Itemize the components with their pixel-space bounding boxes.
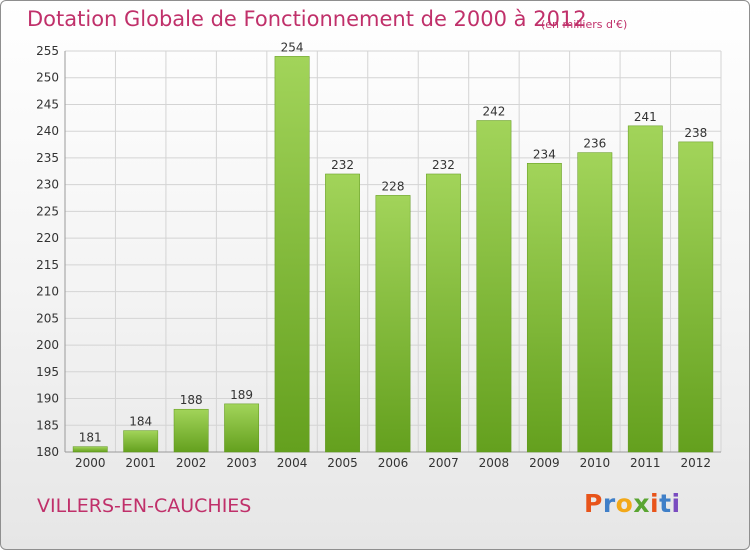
logo-letter: x [633, 489, 650, 518]
bar-2008 [476, 120, 512, 453]
y-tick-label: 225 [36, 204, 59, 218]
logo-letter: r [602, 489, 616, 518]
y-tick-label: 210 [36, 285, 59, 299]
data-label: 188 [180, 393, 203, 407]
bar-2011 [627, 125, 663, 453]
x-tick-label: 2009 [529, 456, 560, 470]
y-tick-label: 215 [36, 258, 59, 272]
proxiti-logo[interactable]: Proxiti [584, 489, 681, 518]
x-tick-label: 2006 [378, 456, 409, 470]
bar-2003 [224, 403, 260, 453]
logo-letter: P [584, 489, 603, 518]
x-tick-label: 2007 [428, 456, 459, 470]
bar-2004 [274, 56, 310, 453]
logo-letter: t [659, 489, 672, 518]
y-tick-label: 205 [36, 311, 59, 325]
data-label: 242 [482, 105, 505, 119]
axis-layer: 180 185 190 195 200 205 210 215 220 225 230 235 240 2… [36, 44, 721, 470]
bar-2002 [173, 408, 209, 453]
bar-2009 [526, 163, 562, 453]
x-tick-label: 2012 [680, 456, 711, 470]
y-tick-label: 240 [36, 124, 59, 138]
label-layer: 181 184 188 189 254 232 228 232 242 234 236 241 238 [79, 40, 707, 444]
logo-letter: i [650, 489, 660, 518]
x-tick-label: 2005 [327, 456, 358, 470]
data-label: 189 [230, 388, 253, 402]
bar-2010 [577, 152, 613, 453]
logo-letter: o [615, 489, 634, 518]
data-label: 232 [432, 158, 455, 172]
y-tick-label: 190 [36, 392, 59, 406]
data-label: 236 [583, 137, 606, 151]
y-tick-label: 230 [36, 178, 59, 192]
y-tick-label: 255 [36, 44, 59, 58]
data-label: 232 [331, 158, 354, 172]
x-tick-label: 2000 [75, 456, 106, 470]
bar-2000 [72, 446, 108, 453]
commune-name: VILLERS-EN-CAUCHIES [37, 495, 252, 517]
x-tick-label: 2010 [580, 456, 611, 470]
x-tick-label: 2004 [277, 456, 308, 470]
y-tick-label: 245 [36, 97, 59, 111]
data-label: 238 [684, 126, 707, 140]
x-tick-label: 2002 [176, 456, 207, 470]
bar-layer [72, 56, 714, 453]
y-tick-label: 250 [36, 71, 59, 85]
data-label: 181 [79, 431, 102, 445]
bar-2006 [375, 195, 411, 453]
y-tick-label: 235 [36, 151, 59, 165]
y-tick-label: 185 [36, 418, 59, 432]
x-tick-label: 2008 [479, 456, 510, 470]
bar-2007 [426, 173, 461, 453]
bar-2001 [123, 430, 159, 453]
data-label: 184 [129, 415, 152, 429]
data-label: 228 [382, 179, 405, 193]
y-tick-label: 195 [36, 365, 59, 379]
bar-2005 [325, 173, 360, 453]
data-label: 254 [281, 40, 304, 54]
data-label: 234 [533, 147, 556, 161]
x-tick-label: 2011 [630, 456, 661, 470]
chart-title: Dotation Globale de Fonctionnement de 20… [27, 7, 587, 31]
logo-letter: i [671, 489, 681, 518]
chart-unit-label: (en milliers d'€) [541, 18, 628, 31]
x-tick-label: 2001 [125, 456, 156, 470]
bar-2012 [678, 141, 714, 453]
y-tick-label: 180 [36, 445, 59, 459]
y-tick-label: 220 [36, 231, 59, 245]
y-tick-label: 200 [36, 338, 59, 352]
data-label: 241 [634, 110, 657, 124]
x-tick-label: 2003 [226, 456, 257, 470]
